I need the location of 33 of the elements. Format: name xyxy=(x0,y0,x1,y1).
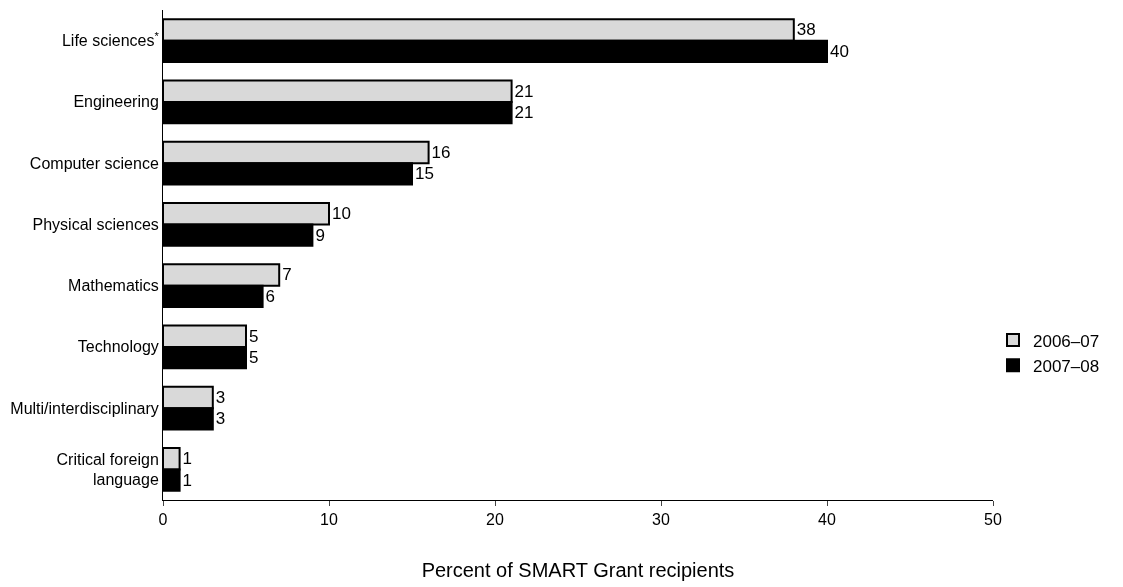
y-tick-label: Multi/interdisciplinary xyxy=(10,399,159,417)
x-tick-label: 40 xyxy=(818,511,836,529)
data-label: 15 xyxy=(415,164,434,184)
x-tick-label: 0 xyxy=(158,511,168,529)
data-label: 1 xyxy=(182,449,193,469)
data-label: 5 xyxy=(249,326,259,346)
y-tick-label: Physical sciences xyxy=(32,215,159,233)
data-label: 10 xyxy=(332,204,351,224)
data-label: 21 xyxy=(514,103,534,123)
data-label: 38 xyxy=(796,20,816,40)
y-tick-label: Life sciences$^{*}$ xyxy=(61,29,160,50)
legend-label: 2007–08 xyxy=(1033,356,1100,376)
x-tick-label: 20 xyxy=(486,511,504,529)
data-label: 21 xyxy=(514,81,534,101)
y-tick-label: Technology xyxy=(77,338,159,356)
data-label: 6 xyxy=(265,286,276,306)
y-tick-label: Mathematics xyxy=(68,277,159,295)
data-label: 5 xyxy=(249,348,259,368)
data-label: 3 xyxy=(215,409,226,429)
y-tick-label: Critical foreign language xyxy=(56,450,159,489)
legend-label: 2006–07 xyxy=(1033,331,1100,351)
x-tick-label: 10 xyxy=(320,511,338,529)
x-tick-label: 30 xyxy=(652,511,670,529)
data-label: 1 xyxy=(182,470,193,490)
x-tick-label: 50 xyxy=(984,511,1002,529)
data-label: 40 xyxy=(830,41,849,61)
data-label: 3 xyxy=(215,387,226,407)
x-axis-title: Percent of SMART Grant recipients xyxy=(421,558,735,581)
data-label: 9 xyxy=(315,225,325,245)
y-tick-label: Engineering xyxy=(73,93,159,111)
data-label: 7 xyxy=(282,265,292,285)
y-tick-label: Computer science xyxy=(29,154,159,172)
data-label: 16 xyxy=(431,142,451,162)
